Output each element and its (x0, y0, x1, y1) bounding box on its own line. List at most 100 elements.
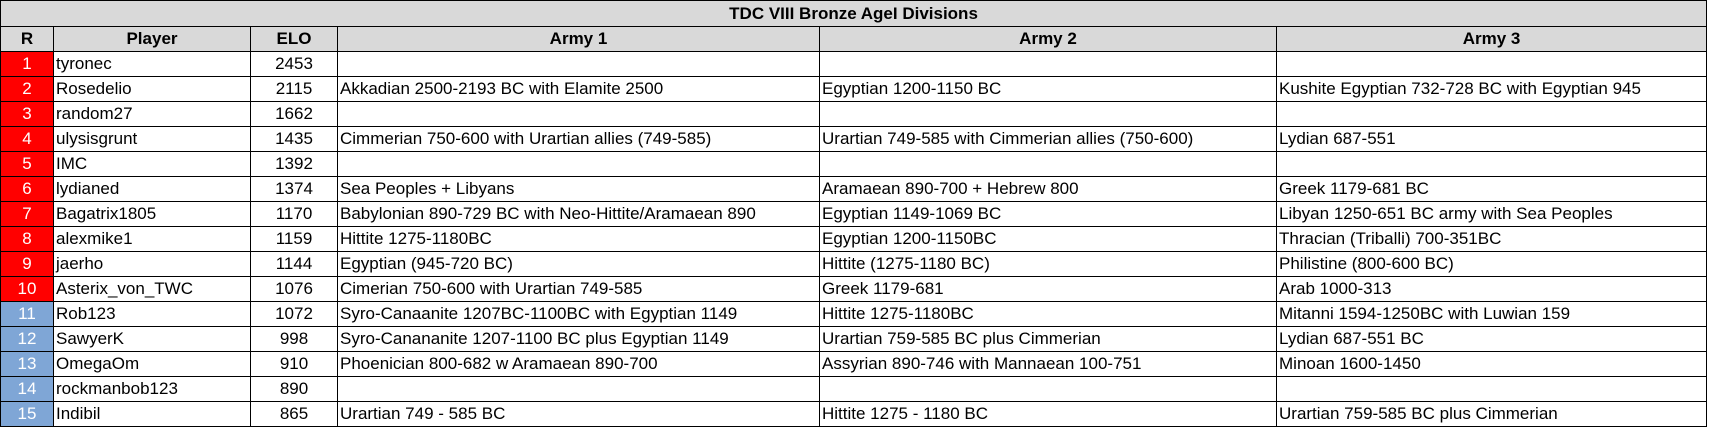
army-3-cell: Philistine (800-600 BC) (1275, 251, 1708, 277)
rank-cell: 4 (0, 126, 54, 152)
table-title: TDC VIII Bronze AgeI Divisions (0, 0, 1708, 27)
army-3-cell: Libyan 1250-651 BC army with Sea Peoples (1275, 201, 1708, 227)
table-row: 2 Rosedelio 2115 Akkadian 2500-2193 BC with… (0, 76, 1708, 102)
player-cell: Rosedelio (53, 76, 251, 102)
army-1-cell: Syro-Canananite 1207-1100 BC plus Egypti… (337, 326, 820, 352)
rank-cell: 1 (0, 51, 54, 77)
army-2-cell: Hittite (1275-1180 BC) (819, 251, 1277, 277)
rank-cell: 7 (0, 201, 54, 227)
army-3-cell: Greek 1179-681 BC (1275, 176, 1708, 202)
army-3-cell (1275, 151, 1708, 177)
army-2-cell: Egyptian 1149-1069 BC (819, 201, 1277, 227)
army-1-cell: Cimerian 750-600 with Urartian 749-585 (337, 276, 820, 302)
player-cell: Asterix_von_TWC (53, 276, 251, 302)
elo-cell: 2453 (250, 51, 338, 77)
army-3-cell: Mitanni 1594-1250BC with Luwian 159 (1275, 301, 1708, 327)
elo-cell: 1662 (250, 101, 338, 127)
table-row: 4 ulysisgrunt 1435 Cimmerian 750-600 with U… (0, 126, 1708, 152)
table-row: 3 random27 1662 (0, 101, 1708, 127)
army-3-cell (1275, 376, 1708, 402)
rank-cell: 5 (0, 151, 54, 177)
army-2-cell (819, 151, 1277, 177)
army-1-cell: Hittite 1275-1180BC (337, 226, 820, 252)
elo-cell: 910 (250, 351, 338, 377)
army-3-cell (1275, 101, 1708, 127)
column-header-army-2: Army 2 (819, 26, 1277, 52)
army-1-cell: Syro-Canaanite 1207BC-1100BC with Egypti… (337, 301, 820, 327)
army-3-cell: Lydian 687-551 BC (1275, 326, 1708, 352)
army-1-cell: Cimmerian 750-600 with Urartian allies (… (337, 126, 820, 152)
army-2-cell: Egyptian 1200-1150BC (819, 226, 1277, 252)
player-cell: SawyerK (53, 326, 251, 352)
army-2-cell: Urartian 759-585 BC plus Cimmerian (819, 326, 1277, 352)
table-row: 5 IMC 1392 (0, 151, 1708, 177)
rank-cell: 14 (0, 376, 54, 402)
army-2-cell (819, 376, 1277, 402)
army-2-cell: Assyrian 890-746 with Mannaean 100-751 (819, 351, 1277, 377)
player-cell: Rob123 (53, 301, 251, 327)
rank-cell: 13 (0, 351, 54, 377)
table-row: 11 Rob123 1072 Syro-Canaanite 1207BC-1100BC… (0, 301, 1708, 327)
player-cell: tyronec (53, 51, 251, 77)
army-1-cell: Urartian 749 - 585 BC (337, 401, 820, 427)
army-2-cell: Hittite 1275 - 1180 BC (819, 401, 1277, 427)
rank-cell: 2 (0, 76, 54, 102)
army-1-cell: Babylonian 890-729 BC with Neo-Hittite/A… (337, 201, 820, 227)
elo-cell: 1170 (250, 201, 338, 227)
army-3-cell (1275, 51, 1708, 77)
table-row: 14 rockmanbob123 890 (0, 376, 1708, 402)
column-header-rank: R (0, 26, 54, 52)
player-cell: random27 (53, 101, 251, 127)
army-1-cell (337, 151, 820, 177)
army-1-cell (337, 51, 820, 77)
table-row: 15 Indibil 865 Urartian 749 - 585 BC Hittite… (0, 401, 1708, 427)
army-1-cell: Phoenician 800-682 w Aramaean 890-700 (337, 351, 820, 377)
army-1-cell: Akkadian 2500-2193 BC with Elamite 2500 (337, 76, 820, 102)
elo-cell: 1072 (250, 301, 338, 327)
player-cell: ulysisgrunt (53, 126, 251, 152)
table-row: 10 Asterix_von_TWC 1076 Cimerian 750-600 wi… (0, 276, 1708, 302)
table-row: 9 jaerho 1144 Egyptian (945-720 BC) Hittite … (0, 251, 1708, 277)
elo-cell: 2115 (250, 76, 338, 102)
army-2-cell (819, 101, 1277, 127)
elo-cell: 1144 (250, 251, 338, 277)
rank-cell: 3 (0, 101, 54, 127)
table-row: 1 tyronec 2453 (0, 51, 1708, 77)
elo-cell: 865 (250, 401, 338, 427)
player-cell: alexmike1 (53, 226, 251, 252)
army-2-cell (819, 51, 1277, 77)
army-3-cell: Minoan 1600-1450 (1275, 351, 1708, 377)
table-row: 8 alexmike1 1159 Hittite 1275-1180BC Egyptia… (0, 226, 1708, 252)
rank-cell: 11 (0, 301, 54, 327)
elo-cell: 1435 (250, 126, 338, 152)
elo-cell: 1076 (250, 276, 338, 302)
army-3-cell: Thracian (Triballi) 700-351BC (1275, 226, 1708, 252)
army-3-cell: Lydian 687-551 (1275, 126, 1708, 152)
table-row: 12 SawyerK 998 Syro-Canananite 1207-1100 BC… (0, 326, 1708, 352)
rank-cell: 15 (0, 401, 54, 427)
column-header-elo: ELO (250, 26, 338, 52)
army-1-cell (337, 376, 820, 402)
army-1-cell: Egyptian (945-720 BC) (337, 251, 820, 277)
rank-cell: 6 (0, 176, 54, 202)
player-cell: Bagatrix1805 (53, 201, 251, 227)
army-2-cell: Urartian 749-585 with Cimmerian allies (… (819, 126, 1277, 152)
rank-cell: 9 (0, 251, 54, 277)
column-header-army-3: Army 3 (1275, 26, 1708, 52)
player-cell: IMC (53, 151, 251, 177)
player-cell: OmegaOm (53, 351, 251, 377)
rank-cell: 12 (0, 326, 54, 352)
rank-cell: 10 (0, 276, 54, 302)
army-1-cell: Sea Peoples + Libyans (337, 176, 820, 202)
army-3-cell: Urartian 759-585 BC plus Cimmerian (1275, 401, 1708, 427)
rank-cell: 8 (0, 226, 54, 252)
elo-cell: 1392 (250, 151, 338, 177)
army-3-cell: Kushite Egyptian 732-728 BC with Egyptia… (1275, 76, 1708, 102)
player-cell: Indibil (53, 401, 251, 427)
column-header-player: Player (53, 26, 251, 52)
player-cell: lydianed (53, 176, 251, 202)
army-2-cell: Egyptian 1200-1150 BC (819, 76, 1277, 102)
elo-cell: 890 (250, 376, 338, 402)
column-header-army-1: Army 1 (337, 26, 820, 52)
